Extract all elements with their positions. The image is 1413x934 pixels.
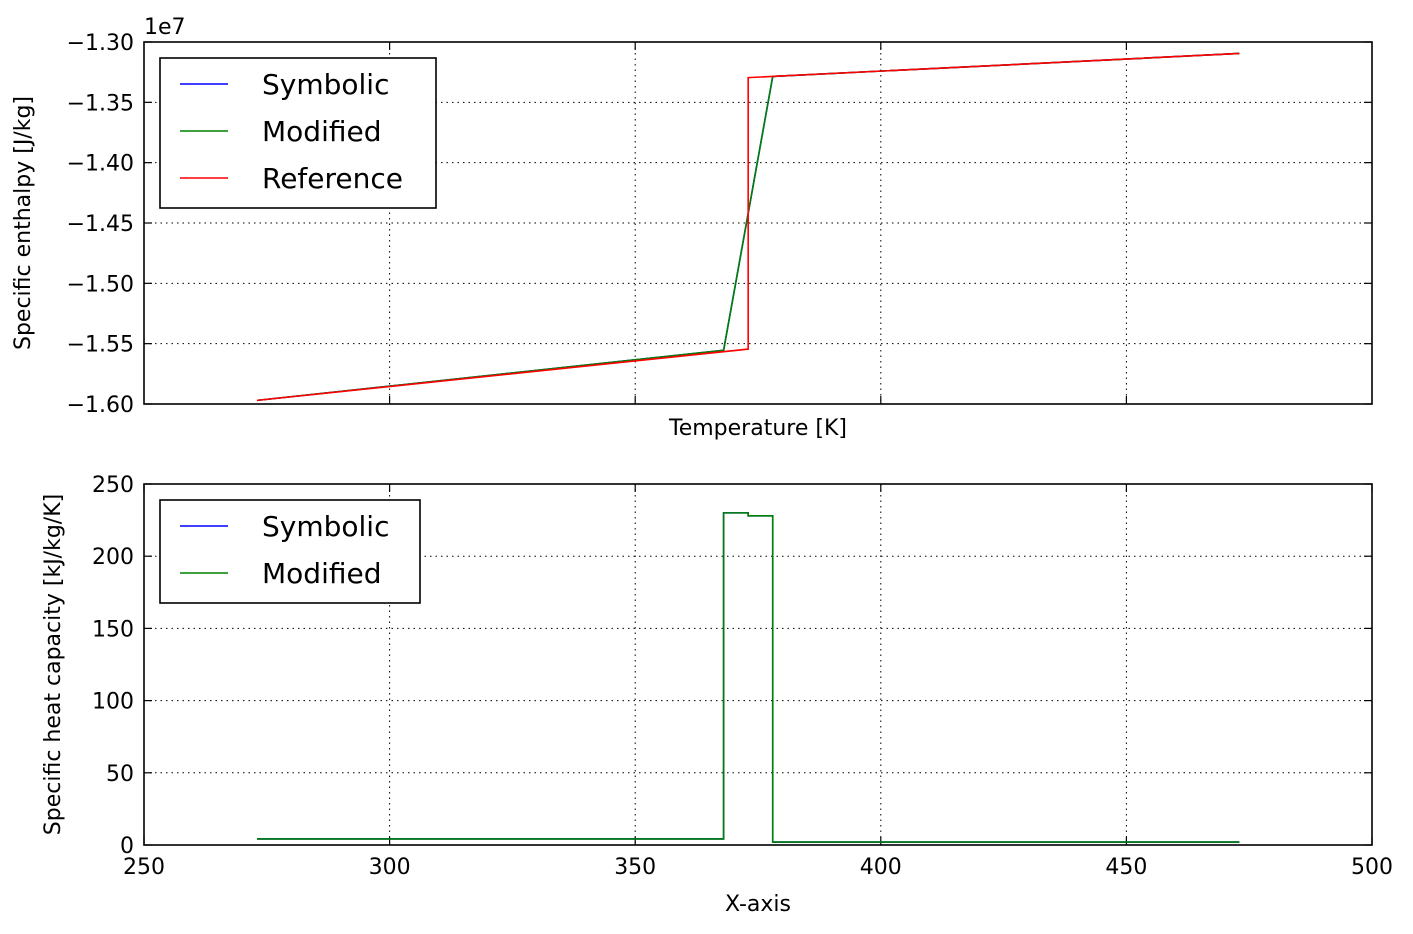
x-tick-label: 250: [123, 855, 165, 880]
series-line-modified: [256, 512, 1240, 843]
y-tick-label: 200: [92, 545, 134, 570]
legend-label: Modified: [262, 557, 381, 590]
y-tick-label: 50: [106, 762, 134, 787]
y-tick-label: −1.30: [67, 31, 134, 56]
legend: Symbolic Modified: [159, 499, 421, 604]
x-tick-label: 300: [369, 855, 411, 880]
x-tick-label: 350: [614, 855, 656, 880]
x-tick-label: 450: [1105, 855, 1147, 880]
y-tick-label: 250: [92, 473, 134, 498]
heat-capacity-plot: 0 50 100 150 200 250 250 300 350 400 450 500 X-axis S…: [41, 473, 1393, 917]
legend-label: Symbolic: [262, 510, 389, 543]
legend-label: Symbolic: [262, 68, 389, 101]
legend-box: [159, 57, 437, 209]
y-tick-label: −1.60: [67, 393, 134, 418]
y-offset-label: 1e7: [144, 15, 186, 40]
x-tick-label: 400: [860, 855, 902, 880]
plot-frame: [143, 41, 1373, 405]
x-axis-label: Temperature [K]: [668, 416, 847, 441]
legend-label: Modified: [262, 115, 381, 148]
x-tick-label: 500: [1351, 855, 1393, 880]
y-tick-label: −1.55: [67, 333, 134, 358]
y-axis-label: Specific heat capacity [kJ/kg/K]: [41, 494, 66, 835]
enthalpy-plot: −1.60 −1.55 −1.50 −1.45 −1.40 −1.35 −1.30 1e7 Te…: [11, 15, 1373, 441]
y-tick-label: −1.40: [67, 152, 134, 177]
y-axis-label: Specific enthalpy [J/kg]: [11, 96, 36, 350]
y-tick-label: 0: [120, 834, 134, 859]
y-tick-label: −1.50: [67, 272, 134, 297]
legend: Symbolic Modified Reference: [159, 57, 437, 209]
y-tick-label: 150: [92, 617, 134, 642]
y-tick-label: −1.45: [67, 212, 134, 237]
y-tick-label: 100: [92, 690, 134, 715]
series-line-reference: [256, 52, 1240, 402]
y-tick-label: −1.35: [67, 91, 134, 116]
x-axis-label: X-axis: [725, 892, 791, 917]
legend-label: Reference: [262, 162, 403, 195]
plot-frame: [143, 483, 1373, 846]
legend-box: [159, 499, 421, 604]
